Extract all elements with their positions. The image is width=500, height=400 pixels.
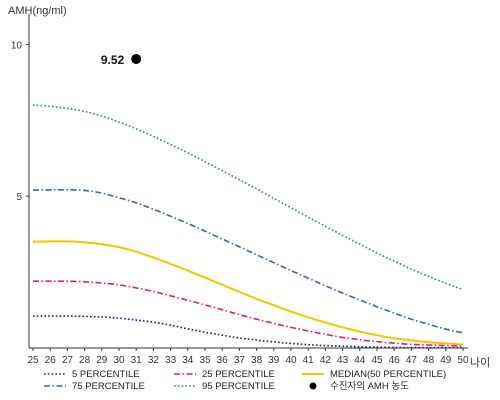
x-tick-label: 47: [406, 355, 418, 366]
x-tick-label: 36: [217, 355, 229, 366]
x-tick-label: 48: [423, 355, 435, 366]
x-tick-label: 42: [320, 355, 332, 366]
x-tick-label: 38: [251, 355, 263, 366]
marker-value-label: 9.52: [101, 53, 125, 67]
plot-area: AMH(ng/ml) 나이 5 10 25 26 27 28 29 30 31 32 33 34 35…: [8, 5, 490, 369]
y-axis-title: AMH(ng/ml): [8, 5, 67, 17]
x-ticks: 25 26 27 28 29 30 31 32 33 34 35 36 37 38 39 40 41 42 43 44…: [27, 348, 469, 366]
x-tick-label: 27: [62, 355, 74, 366]
x-tick-label: 39: [268, 355, 280, 366]
x-tick-label: 46: [389, 355, 401, 366]
marker-point: [131, 53, 142, 64]
x-tick-label: 40: [285, 355, 297, 366]
x-tick-label: 30: [113, 355, 125, 366]
legend-label: MEDIAN(50 PERCENTILE): [330, 369, 446, 380]
x-tick-label: 32: [148, 355, 160, 366]
x-tick-label: 44: [354, 355, 366, 366]
x-tick-label: 33: [165, 355, 177, 366]
x-tick-label: 50: [457, 355, 469, 366]
x-tick-label: 49: [440, 355, 452, 366]
legend: 5 PERCENTILE 25 PERCENTILE MEDIAN(50 PERCE…: [44, 369, 446, 392]
series-line-2: [33, 280, 464, 347]
series-line-3: [32, 240, 464, 346]
legend-marker-swatch: [309, 382, 317, 390]
x-tick-label: 29: [96, 355, 108, 366]
x-tick-label: 37: [234, 355, 246, 366]
x-tick-label: 43: [337, 355, 349, 366]
x-tick-label: 34: [182, 355, 194, 366]
x-tick-label: 26: [45, 355, 57, 366]
x-tick-label: 35: [199, 355, 211, 366]
x-tick-label: 25: [27, 355, 39, 366]
y-tick-label: 10: [11, 40, 23, 51]
legend-label: 5 PERCENTILE: [72, 369, 140, 380]
y-tick-label: 5: [16, 192, 22, 203]
y-ticks: 5 10: [11, 40, 29, 203]
series-line-4: [32, 188, 464, 334]
legend-label: 75 PERCENTILE: [72, 381, 145, 392]
x-axis-title: 나이: [470, 356, 490, 369]
legend-label: 25 PERCENTILE: [202, 369, 275, 380]
patient-marker: 9.52: [101, 53, 142, 67]
x-tick-label: 28: [79, 355, 91, 366]
x-tick-label: 41: [303, 355, 315, 366]
x-tick-label: 31: [131, 355, 143, 366]
legend-label: 95 PERCENTILE: [202, 381, 275, 392]
series-line-1: [32, 315, 464, 349]
legend-label: 수진자의 AMH 농도: [330, 381, 409, 392]
series-lines: [32, 104, 464, 349]
series-line-5: [32, 104, 464, 291]
x-tick-label: 45: [371, 355, 383, 366]
